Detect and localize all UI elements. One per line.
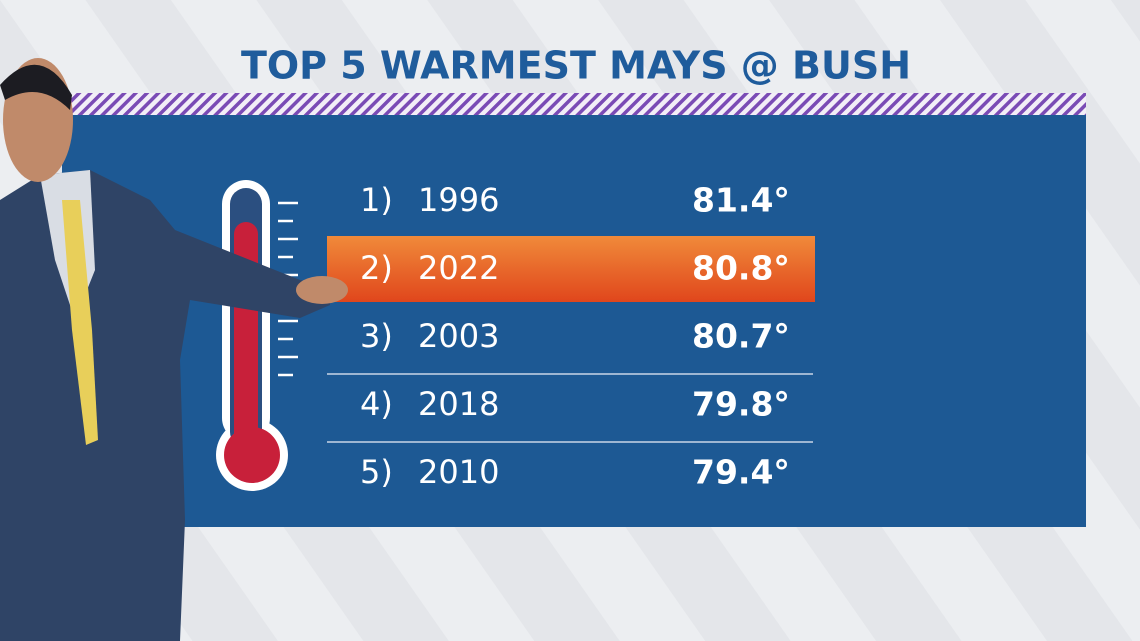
hatch-band <box>62 93 1086 115</box>
highlight-bar <box>327 236 815 302</box>
rank: 3) <box>360 317 393 355</box>
year: 1996 <box>418 181 499 219</box>
title: TOP 5 WARMEST MAYS @ BUSH <box>241 44 911 88</box>
rank: 4) <box>360 385 393 423</box>
panel <box>62 115 1086 527</box>
temperature: 79.4° <box>692 453 790 492</box>
temperature: 80.7° <box>692 317 790 356</box>
ranking-list: 1) 1996 81.4° 2) 2022 80.8° 3) 2003 80.7° 4) 2018 7… <box>327 181 815 492</box>
rank: 1) <box>360 181 393 219</box>
rank: 5) <box>360 453 393 491</box>
temperature: 81.4° <box>692 181 790 220</box>
temperature: 80.8° <box>692 249 790 288</box>
year: 2022 <box>418 249 499 287</box>
year: 2018 <box>418 385 499 423</box>
presenter <box>0 58 348 641</box>
year: 2010 <box>418 453 499 491</box>
temperature: 79.8° <box>692 385 790 424</box>
rank: 2) <box>360 249 393 287</box>
year: 2003 <box>418 317 499 355</box>
